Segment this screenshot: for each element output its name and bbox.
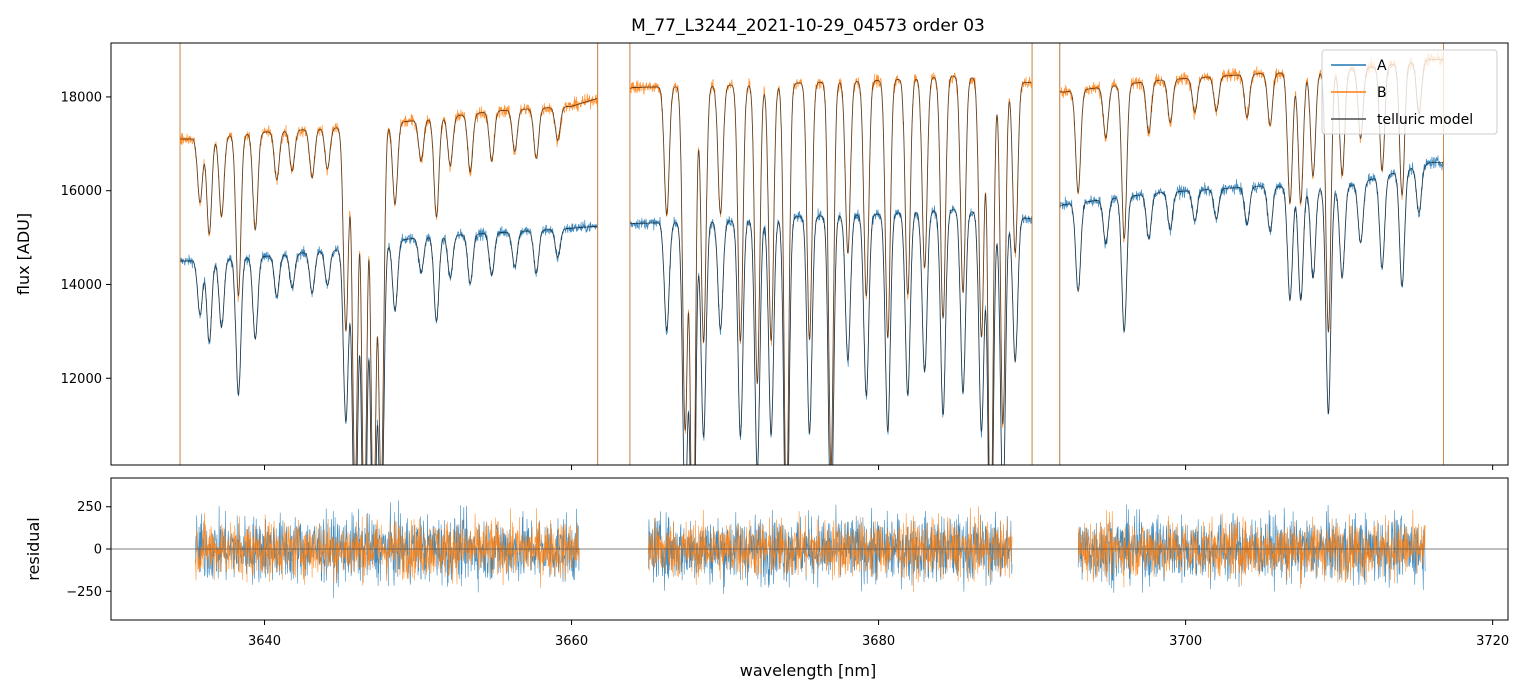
top-y-axis-label: flux [ADU] bbox=[14, 213, 33, 295]
residual-a-line-seg0 bbox=[195, 500, 580, 599]
legend-label-telluric: telluric model bbox=[1377, 112, 1473, 128]
bottom-x-tick-label: 3700 bbox=[1169, 634, 1202, 649]
bottom-y-axis-label: residual bbox=[24, 517, 43, 580]
bottom-panel: −250 0 250 3640 3660 3680 3700 3720 residual w… bbox=[24, 477, 1509, 680]
bottom-x-tick-label: 3660 bbox=[555, 634, 588, 649]
bottom-x-tick-label: 3640 bbox=[248, 634, 281, 649]
top-y-tick-label: 16000 bbox=[61, 184, 102, 199]
top-y-tick-label: 12000 bbox=[61, 372, 102, 387]
chart-title: M_77_L3244_2021-10-29_04573 order 03 bbox=[631, 16, 985, 36]
legend: A B telluric model bbox=[1321, 49, 1498, 135]
telluric-model-line-a-seg1 bbox=[629, 209, 1033, 465]
top-y-tick-label: 18000 bbox=[61, 90, 102, 105]
telluric-model-line-b-seg1 bbox=[629, 75, 1033, 465]
top-panel: 12000 14000 16000 18000 flux [ADU] A B tell… bbox=[14, 42, 1509, 470]
residual-b-line-seg1 bbox=[648, 506, 1013, 593]
telluric-model-line-b-seg0 bbox=[180, 97, 598, 465]
x-axis-label: wavelength [nm] bbox=[740, 661, 877, 680]
legend-box bbox=[1321, 49, 1498, 135]
bottom-y-tick-label: −250 bbox=[66, 585, 102, 600]
top-axes-frame bbox=[110, 42, 1509, 466]
telluric-model-line-a-seg2 bbox=[1059, 162, 1444, 414]
telluric-model-line-a-seg0 bbox=[180, 225, 598, 465]
bottom-y-tick-label: 0 bbox=[94, 543, 102, 558]
residual-b-line-seg2 bbox=[1077, 509, 1426, 589]
top-y-tick-label: 14000 bbox=[61, 278, 102, 293]
bottom-x-tick-label: 3720 bbox=[1476, 634, 1509, 649]
residual-b-line-seg0 bbox=[195, 508, 580, 588]
legend-label-a: A bbox=[1377, 58, 1387, 74]
legend-label-b: B bbox=[1377, 85, 1387, 101]
bottom-x-tick-label: 3680 bbox=[862, 634, 895, 649]
bottom-y-tick-label: 250 bbox=[77, 500, 102, 515]
